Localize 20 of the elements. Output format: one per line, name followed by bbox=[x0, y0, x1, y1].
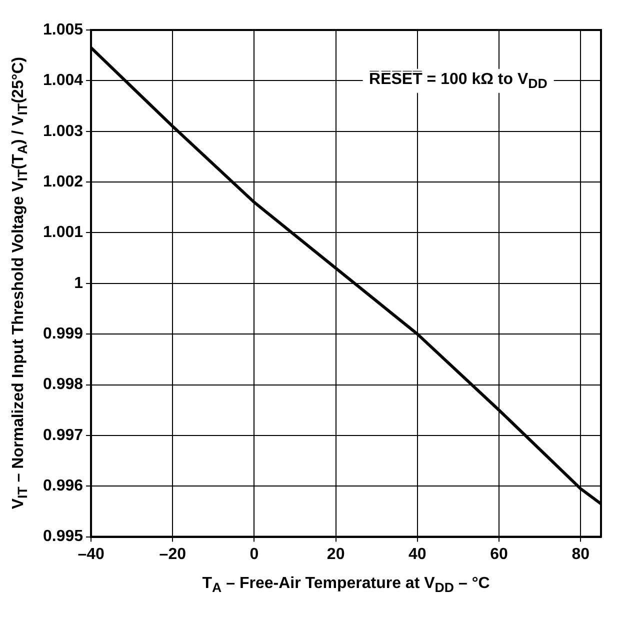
x-tick-label: 80 bbox=[572, 546, 590, 563]
x-tick-label: –20 bbox=[159, 546, 186, 563]
y-tick-label: 0.999 bbox=[42, 325, 84, 342]
x-tick-label: 20 bbox=[326, 546, 345, 563]
y-tick-label: 1.001 bbox=[42, 224, 84, 242]
y-tick-label: 1 bbox=[74, 274, 84, 292]
y-tick-label: 1.002 bbox=[42, 173, 84, 190]
x-tick-label: 0 bbox=[250, 546, 259, 563]
y-tick-label: 1.004 bbox=[42, 72, 84, 90]
x-tick-label: 60 bbox=[490, 546, 508, 563]
y-tick-label: 0.995 bbox=[42, 528, 84, 546]
x-tick-label: 40 bbox=[408, 546, 426, 563]
y-tick-label: 0.998 bbox=[42, 376, 84, 394]
y-tick-label: 0.996 bbox=[42, 478, 84, 495]
y-tick-label: 1.003 bbox=[42, 122, 84, 140]
x-axis-title: T$_{A}$ – Free-Air Temperature at V$_{DD}$ – °C bbox=[202, 574, 490, 595]
x-tick-label: –40 bbox=[78, 546, 104, 563]
annotation: R̅E̅S̅E̅T̅ = 100 kΩ to V$_{DD}$ bbox=[363, 68, 554, 93]
y-tick-label: 1.005 bbox=[42, 21, 84, 38]
y-tick-label: 0.997 bbox=[42, 426, 84, 444]
